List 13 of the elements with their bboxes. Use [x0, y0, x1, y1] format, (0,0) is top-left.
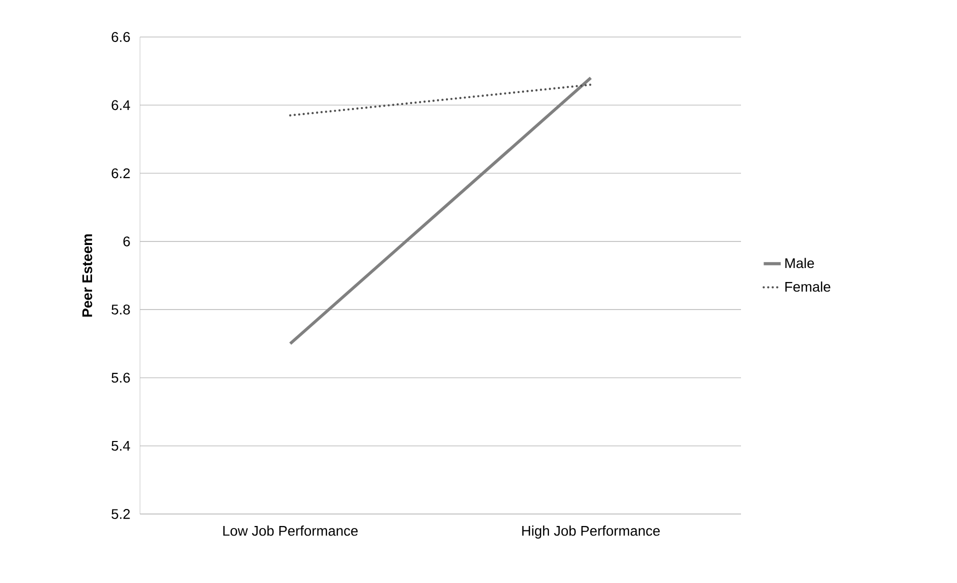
y-tick-label: 6.4 — [112, 100, 130, 110]
y-tick-label: 5.2 — [112, 509, 130, 519]
y-tick-label: 6.2 — [112, 168, 130, 178]
x-tick-label: High Job Performance — [522, 526, 660, 539]
y-tick-label: 6.6 — [112, 32, 130, 42]
x-tick-label: Low Job Performance — [223, 526, 358, 536]
y-tick-label: 5.8 — [112, 304, 130, 315]
y-axis-title: Peer Esteem — [82, 234, 92, 317]
legend-label: Male — [785, 258, 814, 268]
legend-label: Female — [785, 281, 830, 292]
y-tick-label: 6 — [123, 236, 130, 246]
y-tick-label: 5.4 — [112, 440, 130, 451]
y-tick-label: 5.6 — [112, 372, 130, 383]
